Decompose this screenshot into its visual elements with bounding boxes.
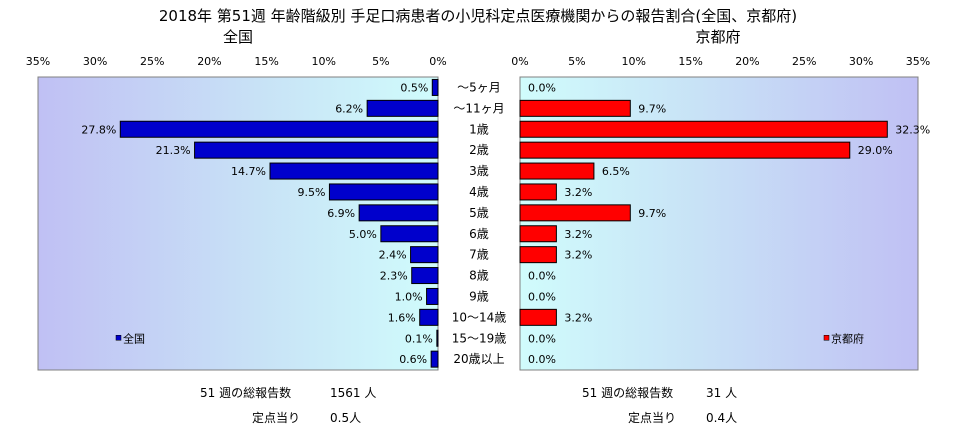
age-group-label: 7歳 (469, 248, 489, 262)
national-bar (358, 204, 439, 222)
national-total-value: 1561 人 (330, 386, 377, 400)
national-value-label: 9.5% (297, 186, 325, 199)
national-total-label: 51 週の総報告数 (200, 386, 292, 400)
left-panel-heading: 全国 (223, 28, 253, 46)
kyoto-value-label: 0.0% (528, 332, 556, 345)
left-axis-tick-label: 15% (254, 55, 278, 68)
national-bar (194, 141, 439, 159)
national-value-label: 0.6% (399, 353, 427, 366)
kyoto-value-label: 3.2% (564, 311, 592, 324)
age-group-label: 20歳以上 (453, 352, 504, 366)
right-axis-tick-label: 25% (792, 55, 816, 68)
kyoto-bar (519, 308, 557, 326)
right-axis-tick-label: 35% (906, 55, 930, 68)
age-group-label: 1歳 (469, 122, 489, 136)
kyoto-per-sentinel-label: 定点当り (628, 411, 677, 425)
left-axis-tick-label: 35% (26, 55, 50, 68)
national-value-label: 6.9% (327, 207, 355, 220)
kyoto-bar (519, 246, 557, 264)
left-axis-tick-label: 0% (429, 55, 446, 68)
left-axis-tick-label: 25% (140, 55, 164, 68)
national-value-label: 5.0% (349, 228, 377, 241)
age-group-label: ～5ヶ月 (457, 80, 501, 94)
kyoto-value-label: 6.5% (602, 165, 630, 178)
right-axis-tick-label: 5% (568, 55, 585, 68)
national-bar (269, 162, 439, 180)
right-panel-heading: 京都府 (695, 28, 740, 46)
national-bar (411, 267, 439, 285)
national-value-label: 6.2% (335, 102, 363, 115)
kyoto-total-value: 31 人 (706, 386, 738, 400)
kyoto-value-label: 0.0% (528, 290, 556, 303)
age-group-label: 3歳 (469, 164, 489, 178)
kyoto-bar (519, 183, 557, 201)
national-bar (119, 120, 439, 138)
age-group-label: 5歳 (469, 206, 489, 220)
national-value-label: 2.3% (380, 270, 408, 283)
kyoto-value-label: 9.7% (638, 207, 666, 220)
national-bar (419, 308, 439, 326)
national-value-label: 0.1% (405, 332, 433, 345)
kyoto-total-label: 51 週の総報告数 (582, 386, 674, 400)
kyoto-value-label: 0.0% (528, 81, 556, 94)
national-bar (410, 246, 439, 264)
national-value-label: 0.5% (400, 81, 428, 94)
right-axis-tick-label: 15% (678, 55, 702, 68)
national-bar (436, 329, 439, 347)
kyoto-value-label: 3.2% (564, 186, 592, 199)
left-axis-tick-label: 30% (83, 55, 107, 68)
age-group-label: 2歳 (469, 143, 489, 157)
kyoto-value-label: 0.0% (528, 270, 556, 283)
left-axis-tick-label: 10% (311, 55, 335, 68)
national-per-sentinel-label: 定点当り (252, 411, 301, 425)
national-value-label: 2.4% (379, 249, 407, 262)
national-bar (366, 99, 439, 117)
chart-title: 2018年 第51週 年齢階級別 手足口病患者の小児科定点医療機関からの報告割合… (159, 7, 797, 25)
national-per-sentinel-value: 0.5人 (330, 411, 362, 425)
age-group-label: 9歳 (469, 289, 489, 303)
kyoto-value-label: 0.0% (528, 353, 556, 366)
kyoto-bar (519, 141, 851, 159)
age-group-label: 10～14歳 (452, 310, 507, 324)
kyoto-bar (519, 162, 595, 180)
kyoto-value-label: 9.7% (638, 102, 666, 115)
national-bar (426, 287, 439, 305)
national-value-label: 27.8% (81, 123, 116, 136)
age-group-label: ～11ヶ月 (453, 101, 504, 115)
age-group-label: 4歳 (469, 185, 489, 199)
left-axis-tick-label: 5% (372, 55, 389, 68)
age-group-label: 8歳 (469, 269, 489, 283)
national-value-label: 21.3% (156, 144, 191, 157)
national-bar (328, 183, 439, 201)
right-axis-tick-label: 20% (735, 55, 759, 68)
national-value-label: 1.0% (395, 290, 423, 303)
national-bar (430, 350, 439, 368)
kyoto-bar (519, 225, 557, 243)
national-legend-label: 全国 (123, 331, 145, 345)
age-group-label: 15～19歳 (452, 331, 507, 345)
kyoto-bar (519, 120, 888, 138)
right-axis-tick-label: 10% (621, 55, 645, 68)
national-value-label: 14.7% (231, 165, 266, 178)
kyoto-value-label: 32.3% (895, 123, 930, 136)
kyoto-value-label: 3.2% (564, 249, 592, 262)
right-axis-tick-label: 30% (849, 55, 873, 68)
national-value-label: 1.6% (388, 311, 416, 324)
kyoto-legend-swatch (823, 335, 830, 341)
right-axis-tick-label: 0% (511, 55, 528, 68)
age-group-label: 6歳 (469, 227, 489, 241)
kyoto-bar (519, 99, 631, 117)
national-bar (380, 225, 439, 243)
left-axis-tick-label: 20% (197, 55, 221, 68)
kyoto-per-sentinel-value: 0.4人 (706, 411, 738, 425)
kyoto-legend-label: 京都府 (831, 331, 864, 345)
kyoto-value-label: 29.0% (858, 144, 893, 157)
kyoto-bar (519, 204, 631, 222)
national-bar (431, 78, 439, 96)
national-legend-swatch (115, 335, 122, 341)
kyoto-value-label: 3.2% (564, 228, 592, 241)
